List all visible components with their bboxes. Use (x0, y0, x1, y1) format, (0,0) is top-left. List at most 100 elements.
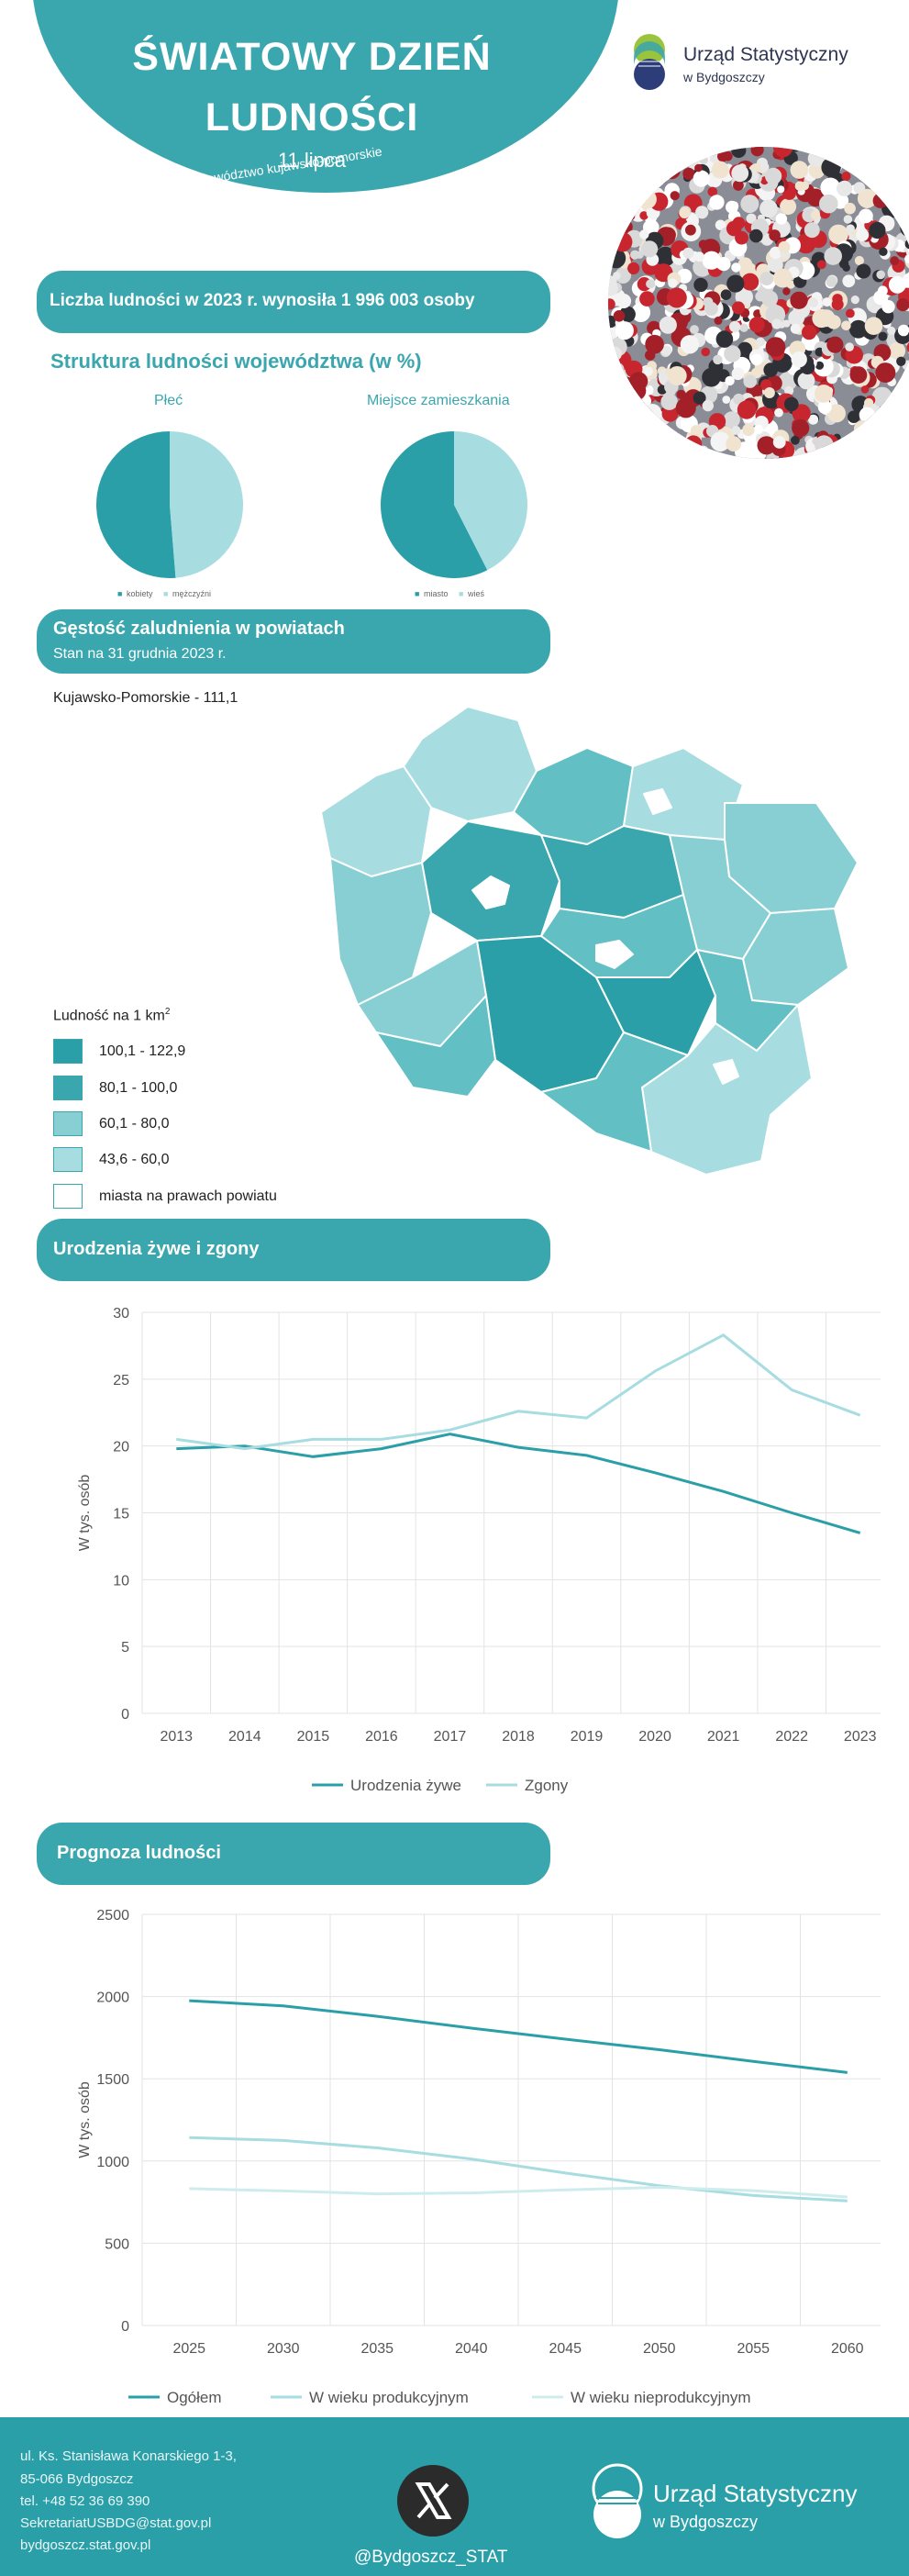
structure-title: Struktura ludności województwa (w %) (50, 350, 422, 373)
pie-slice-mezczyzni (170, 431, 244, 578)
x-tick-label: 2040 (455, 2341, 488, 2357)
y-tick-label: 20 (113, 1440, 129, 1455)
y-axis-label: W tys. osób (77, 2081, 93, 2158)
y-tick-label: 5 (121, 1640, 129, 1656)
births-title: Urodzenia żywe i zgony (53, 1239, 260, 1259)
legend-label: Urodzenia żywe (350, 1777, 461, 1794)
legend-swatch-1 (53, 1039, 83, 1064)
footer-address1: ul. Ks. Stanisława Konarskiego 1-3, (20, 2448, 237, 2464)
event-date: 11 lipca (277, 149, 347, 172)
population-text: Liczba ludności w 2023 r. wynosiła 1 996… (50, 291, 475, 310)
legend-wies: wieś (468, 589, 485, 598)
x-tick-label: 2013 (160, 1729, 193, 1745)
x-tick-label: 2016 (365, 1729, 398, 1745)
footer-website[interactable]: bydgoszcz.stat.gov.pl (20, 2537, 151, 2553)
x-tick-label: 2030 (267, 2341, 300, 2357)
series-line (176, 1433, 861, 1534)
x-tick-label: 2050 (643, 2341, 676, 2357)
population-banner: Liczba ludności w 2023 r. wynosiła 1 996… (37, 271, 550, 333)
legend-swatch-5 (53, 1184, 83, 1209)
density-map (321, 706, 859, 1176)
legend-label: Ogółem (167, 2389, 222, 2406)
x-tick-label: 2055 (737, 2341, 770, 2357)
city-bydgoszcz (471, 875, 510, 909)
density-banner: Gęstość zaludnienia w powiatach Stan na … (37, 609, 550, 674)
residence-pie-title: Miejsce zamieszkania (367, 393, 510, 408)
y-tick-label: 2000 (96, 1991, 129, 2006)
pie-slice-miasto (381, 431, 488, 578)
series-line (189, 2185, 848, 2199)
statistics-office-logo-icon (634, 34, 665, 90)
x-tick-label: 2019 (571, 1729, 604, 1745)
legend-mezczyzni: mężczyźni (172, 589, 212, 598)
x-tick-label: 2017 (434, 1729, 467, 1745)
y-tick-label: 30 (113, 1306, 129, 1321)
forecast-banner: Prognoza ludności (37, 1823, 550, 1885)
map-region (540, 1032, 689, 1153)
x-logo-icon[interactable] (396, 2464, 470, 2537)
y-axis-label: W tys. osób (77, 1475, 93, 1552)
legend-label: W wieku nieprodukcyjnym (571, 2389, 751, 2406)
footer-phone: tel. +48 52 36 69 390 (20, 2493, 150, 2509)
legend-swatch-3 (53, 1111, 83, 1136)
y-tick-label: 15 (113, 1507, 129, 1522)
x-tick-label: 2018 (502, 1729, 535, 1745)
y-tick-label: 2500 (96, 1908, 129, 1924)
y-tick-label: 1500 (96, 2072, 129, 2088)
y-tick-label: 0 (121, 1707, 129, 1723)
y-tick-label: 0 (121, 2319, 129, 2335)
y-tick-label: 25 (113, 1373, 129, 1388)
legend-miasto: miasto (424, 589, 449, 598)
logo-name: Urząd Statystyczny (683, 44, 848, 65)
city-torun (595, 940, 634, 969)
legend-swatch-2 (53, 1076, 83, 1100)
legend-label-2: 80,1 - 100,0 (99, 1080, 178, 1096)
map-region (329, 857, 432, 1006)
births-banner: Urodzenia żywe i zgony (37, 1219, 550, 1281)
series-line (176, 1333, 861, 1451)
legend-kobiety: kobiety (127, 589, 153, 598)
map-region (375, 995, 496, 1098)
footer-handle[interactable]: @Bydgoszcz_STAT (354, 2548, 508, 2567)
x-tick-label: 2035 (360, 2341, 394, 2357)
city-wloclawek (713, 1059, 739, 1085)
y-tick-label: 10 (113, 1573, 129, 1589)
x-tick-label: 2020 (638, 1729, 671, 1745)
y-tick-label: 1000 (96, 2155, 129, 2170)
density-subtitle: Stan na 31 grudnia 2023 r. (53, 646, 227, 662)
legend-label-3: 60,1 - 80,0 (99, 1116, 170, 1132)
logo-city: w Bydgoszczy (683, 70, 765, 84)
map-legend-title: Ludność na 1 km2 (53, 1007, 171, 1024)
page-title-line1: ŚWIATOWY DZIEŃ (132, 35, 492, 79)
y-tick-label: 500 (105, 2236, 129, 2252)
births-deaths-chart: 0 5 10 15 20 25 30 2013 2014 2015 2016 2017 2018 2019… (77, 1306, 881, 1794)
footer-logo-city: w Bydgoszczy (653, 2513, 759, 2531)
pie-slice-wies (454, 431, 527, 571)
pie-slice-kobiety (96, 431, 176, 578)
x-tick-label: 2060 (831, 2341, 864, 2357)
footer: ul. Ks. Stanisława Konarskiego 1-3, 85-0… (0, 2417, 909, 2576)
x-tick-label: 2023 (844, 1729, 877, 1745)
legend-label-1: 100,1 - 122,9 (99, 1043, 186, 1059)
legend-swatch-4 (53, 1147, 83, 1172)
crowd-photo (608, 147, 909, 459)
series-line (189, 1999, 848, 2074)
region-density-value: Kujawsko-Pomorskie - 111,1 (53, 690, 238, 706)
x-tick-label: 2025 (172, 2341, 205, 2357)
x-tick-label: 2021 (707, 1729, 740, 1745)
population-forecast-chart: 0 500 1000 1500 2000 2500 2025 2030 2035 2040 2045… (77, 1908, 881, 2406)
footer-email[interactable]: SekretariatUSBDG@stat.gov.pl (20, 2515, 212, 2531)
sex-pie-chart (96, 431, 244, 578)
legend-label-4: 43,6 - 60,0 (99, 1152, 170, 1167)
density-title: Gęstość zaludnienia w powiatach (53, 619, 345, 639)
city-grudziadz (643, 788, 672, 815)
series-line (189, 2136, 848, 2202)
legend-label: Zgony (525, 1777, 569, 1794)
footer-address2: 85-066 Bydgoszcz (20, 2471, 134, 2487)
footer-logo-icon (592, 2463, 643, 2538)
x-tick-label: 2014 (228, 1729, 261, 1745)
page-title-line2: LUDNOŚCI (205, 95, 419, 139)
x-tick-label: 2022 (775, 1729, 808, 1745)
x-tick-label: 2015 (297, 1729, 330, 1745)
legend-label-5: miasta na prawach powiatu (99, 1188, 277, 1204)
